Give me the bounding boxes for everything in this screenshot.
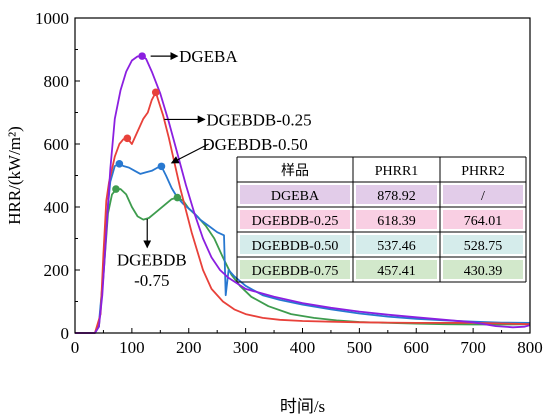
table-cell-fill [443,185,523,204]
table-cell-fill [356,235,437,254]
table-cell: DGEBA [271,189,320,204]
plot-frame [74,17,531,334]
peak-markers [112,52,182,202]
table-header-cell: PHRR1 [375,164,419,179]
table-cell: DGEBDB-0.50 [252,239,339,254]
x-tick-label: 400 [290,338,316,357]
table-header-cell: 样品 [281,163,309,179]
x-tick-label: 200 [176,338,202,357]
annotation-label-dgebdb-025: DGEBDB-0.25 [206,110,311,129]
y-tick-label: 0 [61,324,70,343]
table-header-cell: PHRR2 [461,164,505,179]
annotation-label-dgebdb-050: DGEBDB-0.50 [202,135,307,154]
annotation-label-dgebdb-075-line1: DGEBDB [117,250,187,269]
series-line-dgeba [75,55,531,334]
y-tick-label: 600 [44,135,70,154]
annotation-arrow [170,143,209,164]
peak-point [138,52,146,60]
peak-point [123,134,132,143]
table-cell: 457.41 [377,264,416,279]
table-cell: 878.92 [377,189,416,204]
annotation-label-dgebdb-075-line2: -0.75 [134,271,169,290]
peak-point [151,88,160,97]
table-cell-fill [240,260,350,279]
x-tick-label: 800 [517,338,543,357]
table-cell-fill [240,235,350,254]
table-cell: 764.01 [464,214,503,229]
y-tick-label: 200 [44,261,70,280]
x-tick-label: 100 [119,338,145,357]
table-cell-fill [240,210,350,229]
table-cell-fill [356,260,437,279]
table-cell-fill [356,185,437,204]
table-cell: / [481,189,485,204]
x-axis-label: 时间/s [280,397,325,416]
table-cell-fill [240,185,350,204]
y-axis-label: HRR/(kW/m²) [5,126,24,225]
annotation-label-dgeba: DGEBA [179,47,238,66]
x-tick-label: 0 [71,338,80,357]
peak-point [157,162,166,171]
table-cell-fill [356,210,437,229]
peak-point [115,160,124,168]
x-tick-label: 300 [233,338,259,357]
table-cell: 537.46 [377,239,416,254]
peak-point [173,193,182,202]
table-cell: 618.39 [377,214,416,229]
x-tick-label: 500 [347,338,373,357]
y-tick-label: 1000 [35,9,69,28]
x-tick-label: 600 [404,338,430,357]
table-cell: 430.39 [464,264,503,279]
table-cell: DGEBDB-0.25 [252,214,339,229]
table-cell-fill [443,260,523,279]
series-annotations: DGEBA DGEBDB-0.25 DGEBDB-0.50 DGEBDB -0.75 [117,47,312,290]
axis-ticks: 0 100 200 300 400 500 600 700 800 0 200 400 600 800 10… [35,9,543,357]
phrr-table: 样品 PHRR1 PHRR2 DGEBA 878.92 / DGEBDB-0.25 618.3… [236,156,527,283]
table-cell: 528.75 [464,239,503,254]
table-cell-fill [443,235,523,254]
table-cell-fill [443,210,523,229]
x-tick-label: 700 [460,338,486,357]
peak-point [112,185,120,193]
y-tick-label: 400 [44,198,70,217]
table-cell: DGEBDB-0.75 [252,264,339,279]
y-tick-label: 800 [44,72,70,91]
